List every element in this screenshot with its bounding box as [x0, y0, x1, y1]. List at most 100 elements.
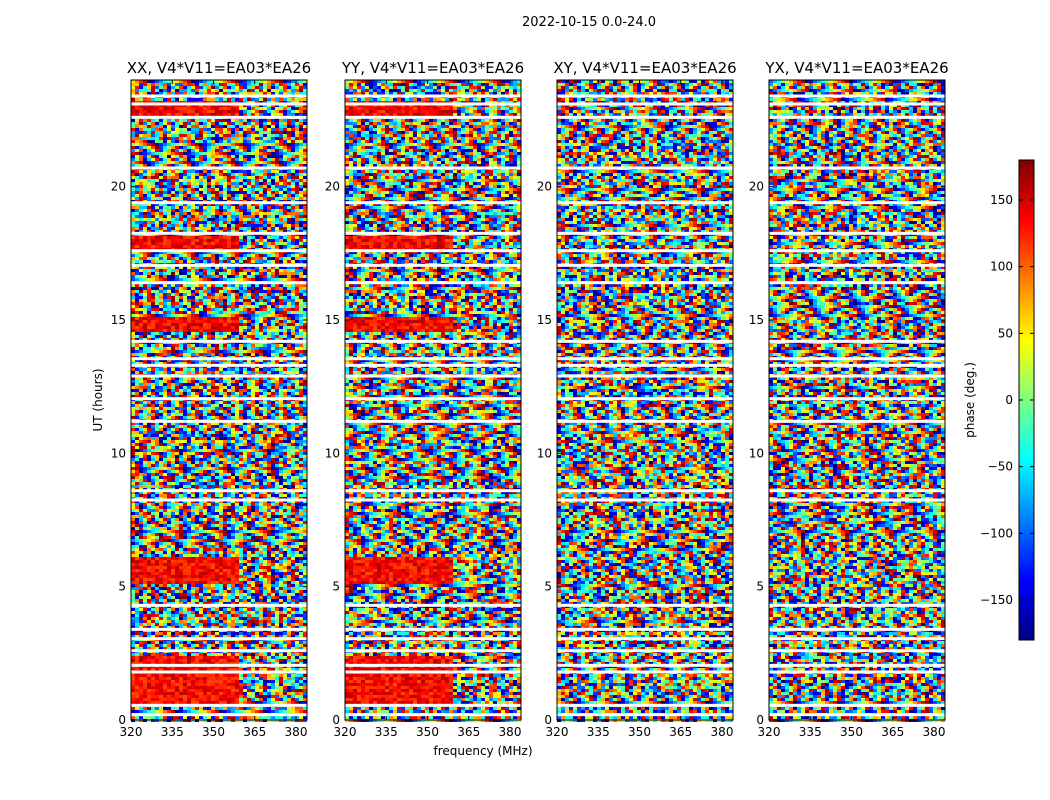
pixel	[143, 83, 147, 86]
pixel	[243, 269, 247, 272]
pixel	[299, 362, 303, 365]
pixel	[187, 185, 191, 188]
pixel	[187, 380, 191, 383]
pixel	[203, 302, 207, 305]
pixel	[299, 275, 303, 278]
pixel	[223, 317, 227, 320]
pixel	[223, 107, 227, 110]
pixel	[183, 86, 187, 89]
pixel	[143, 107, 147, 110]
pixel	[187, 107, 191, 110]
pixel	[271, 308, 275, 311]
pixel	[295, 311, 299, 314]
pixel	[271, 122, 275, 125]
pixel	[227, 161, 231, 164]
pixel	[211, 395, 215, 398]
pixel	[255, 212, 259, 215]
pixel	[211, 353, 215, 356]
pixel	[167, 293, 171, 296]
pixel	[207, 113, 211, 116]
pixel	[179, 89, 183, 92]
pixel	[255, 350, 259, 353]
pixel	[223, 122, 227, 125]
pixel	[155, 377, 159, 380]
pixel	[219, 359, 223, 362]
pixel	[275, 362, 279, 365]
pixel	[227, 245, 231, 248]
pixel	[247, 242, 251, 245]
pixel	[203, 245, 207, 248]
pixel	[207, 338, 211, 341]
pixel	[223, 131, 227, 134]
pixel	[179, 269, 183, 272]
pixel	[211, 140, 215, 143]
pixel	[259, 371, 263, 374]
pixel	[295, 392, 299, 395]
pixel	[271, 278, 275, 281]
pixel	[283, 227, 287, 230]
pixel	[247, 338, 251, 341]
pixel	[155, 191, 159, 194]
pixel	[219, 290, 223, 293]
pixel	[207, 254, 211, 257]
pixel	[139, 182, 143, 185]
pixel	[259, 161, 263, 164]
pixel	[159, 305, 163, 308]
pixel	[135, 212, 139, 215]
pixel	[187, 179, 191, 182]
pixel	[175, 185, 179, 188]
pixel	[195, 311, 199, 314]
pixel	[259, 410, 263, 413]
pixel	[275, 290, 279, 293]
pixel	[163, 332, 167, 335]
pixel	[139, 86, 143, 89]
pixel	[227, 164, 231, 167]
pixel	[235, 209, 239, 212]
pixel	[207, 179, 211, 182]
pixel	[167, 83, 171, 86]
pixel	[191, 92, 195, 95]
pixel	[239, 161, 243, 164]
pixel	[287, 311, 291, 314]
pixel	[167, 224, 171, 227]
pixel	[131, 308, 135, 311]
pixel	[191, 161, 195, 164]
pixel	[239, 359, 243, 362]
pixel	[143, 299, 147, 302]
pixel	[231, 389, 235, 392]
pixel	[207, 326, 211, 329]
pixel	[195, 272, 199, 275]
pixel	[295, 413, 299, 416]
pixel	[251, 182, 255, 185]
pixel	[295, 329, 299, 332]
pixel	[183, 224, 187, 227]
pixel	[247, 329, 251, 332]
pixel	[223, 236, 227, 239]
pixel	[155, 128, 159, 131]
pixel	[191, 326, 195, 329]
pixel	[259, 326, 263, 329]
pixel	[179, 107, 183, 110]
pixel	[163, 236, 167, 239]
pixel	[267, 155, 271, 158]
pixel	[135, 158, 139, 161]
pixel	[171, 236, 175, 239]
pixel	[147, 173, 151, 176]
pixel	[295, 89, 299, 92]
pixel	[215, 413, 219, 416]
pixel	[267, 368, 271, 371]
pixel	[215, 338, 219, 341]
pixel	[175, 155, 179, 158]
pixel	[147, 290, 151, 293]
pixel	[143, 317, 147, 320]
pixel	[299, 284, 303, 287]
pixel	[251, 389, 255, 392]
pixel	[135, 326, 139, 329]
pixel	[231, 362, 235, 365]
pixel	[303, 362, 307, 365]
pixel	[195, 392, 199, 395]
pixel	[195, 239, 199, 242]
pixel	[179, 125, 183, 128]
pixel	[291, 92, 295, 95]
pixel	[243, 239, 247, 242]
